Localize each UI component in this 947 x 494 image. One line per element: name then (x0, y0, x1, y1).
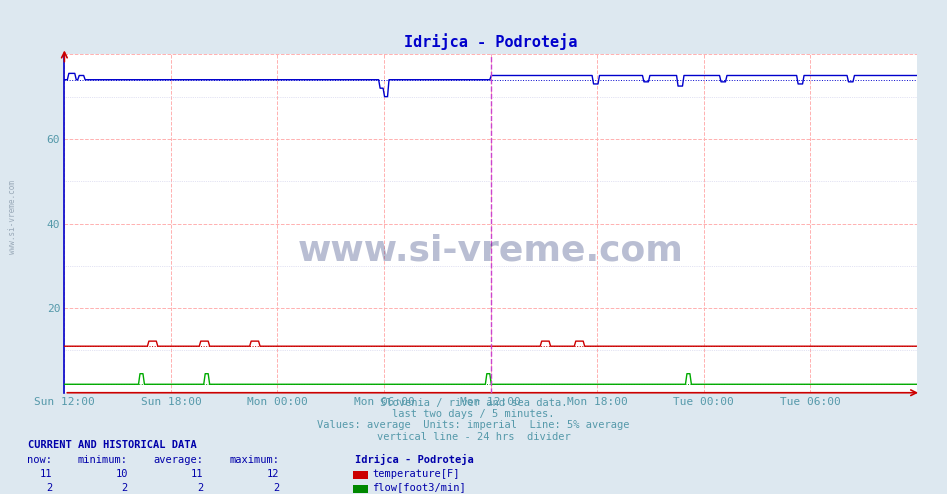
Text: Slovenia / river and sea data.: Slovenia / river and sea data. (380, 398, 567, 408)
Text: 2: 2 (273, 483, 279, 493)
Text: maximum:: maximum: (229, 455, 279, 465)
Text: 2: 2 (197, 483, 204, 493)
Text: Idrijca - Podroteja: Idrijca - Podroteja (355, 454, 474, 465)
Text: now:: now: (27, 455, 52, 465)
Text: Values: average  Units: imperial  Line: 5% average: Values: average Units: imperial Line: 5%… (317, 420, 630, 430)
Text: 12: 12 (267, 469, 279, 479)
Text: 11: 11 (40, 469, 52, 479)
Text: vertical line - 24 hrs  divider: vertical line - 24 hrs divider (377, 432, 570, 442)
Text: www.si-vreme.com: www.si-vreme.com (8, 180, 17, 254)
Text: 10: 10 (116, 469, 128, 479)
Text: last two days / 5 minutes.: last two days / 5 minutes. (392, 409, 555, 419)
Text: average:: average: (153, 455, 204, 465)
Text: temperature[F]: temperature[F] (372, 469, 459, 479)
Text: 11: 11 (191, 469, 204, 479)
Text: flow[foot3/min]: flow[foot3/min] (372, 483, 466, 493)
Text: www.si-vreme.com: www.si-vreme.com (297, 234, 684, 268)
Text: 2: 2 (45, 483, 52, 493)
Title: Idrijca - Podroteja: Idrijca - Podroteja (403, 34, 578, 50)
Text: 2: 2 (121, 483, 128, 493)
Text: CURRENT AND HISTORICAL DATA: CURRENT AND HISTORICAL DATA (28, 440, 197, 450)
Text: minimum:: minimum: (78, 455, 128, 465)
